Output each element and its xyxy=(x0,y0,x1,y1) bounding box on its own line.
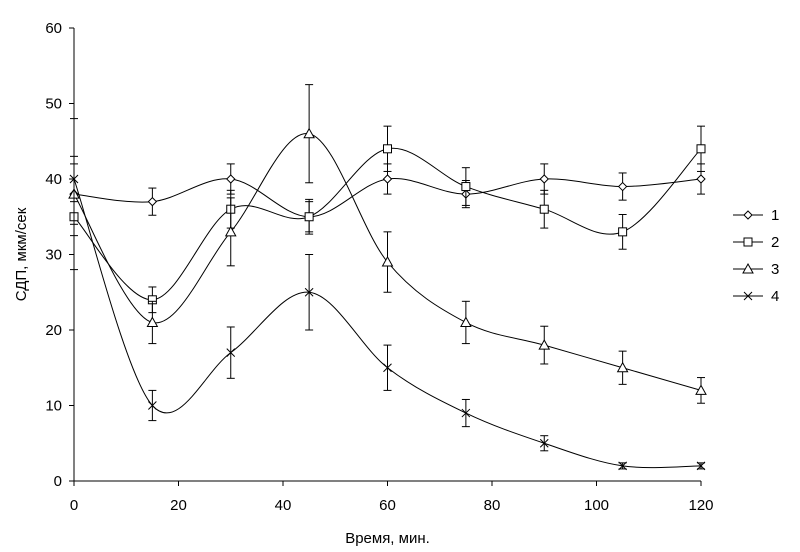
diamond-marker xyxy=(617,181,628,192)
diamond-marker xyxy=(696,174,706,184)
series-1 xyxy=(69,163,706,235)
legend-label: 3 xyxy=(771,261,779,278)
legend-item: 4 xyxy=(733,288,779,305)
legend-label: 4 xyxy=(771,288,779,305)
y-tick-label: 0 xyxy=(54,473,62,490)
triangle-marker xyxy=(381,256,394,267)
x-tick-label: 80 xyxy=(484,497,501,514)
y-tick-label: 50 xyxy=(45,96,62,113)
triangle-marker xyxy=(616,361,629,373)
y-tick-label: 60 xyxy=(45,20,62,37)
x-marker xyxy=(743,291,753,301)
x-tick-label: 120 xyxy=(688,497,713,514)
series-3-line xyxy=(73,133,702,391)
x-tick-label: 20 xyxy=(170,497,187,514)
triangle-marker xyxy=(460,316,472,327)
legend: 1 2 3 4 xyxy=(733,207,779,305)
triangle-marker xyxy=(303,127,315,139)
square-marker xyxy=(461,182,471,192)
square-marker xyxy=(618,227,628,237)
legend-item: 1 xyxy=(733,207,779,224)
triangle-marker xyxy=(224,225,237,237)
diamond-marker xyxy=(743,210,753,220)
square-marker xyxy=(743,237,753,247)
triangle-marker xyxy=(538,339,551,350)
diamond-marker xyxy=(226,174,236,184)
square-marker xyxy=(383,144,392,154)
legend-item: 3 xyxy=(733,261,779,278)
x-tick-label: 0 xyxy=(70,497,78,514)
x-marker xyxy=(618,461,627,471)
diamond-marker xyxy=(539,174,549,184)
square-marker xyxy=(696,144,706,154)
square-marker xyxy=(539,204,549,214)
triangle-marker xyxy=(742,262,754,274)
x-marker xyxy=(69,174,79,184)
x-axis-ticks: 0 20 40 60 80 100 120 xyxy=(70,481,714,514)
y-tick-label: 20 xyxy=(45,322,62,339)
legend-label: 2 xyxy=(771,234,779,251)
x-marker xyxy=(539,438,549,448)
series-4-line xyxy=(73,178,702,469)
x-marker xyxy=(383,363,392,373)
x-tick-label: 60 xyxy=(379,497,396,514)
x-marker xyxy=(148,401,157,410)
y-tick-label: 10 xyxy=(45,398,62,415)
square-marker xyxy=(304,212,314,222)
triangle-marker xyxy=(695,384,707,395)
y-axis-ticks: 0 10 20 30 40 50 60 xyxy=(45,20,74,490)
legend-label: 1 xyxy=(771,207,779,224)
legend-item: 2 xyxy=(733,234,779,251)
x-tick-label: 40 xyxy=(275,497,292,514)
x-marker xyxy=(696,461,706,471)
y-tick-label: 30 xyxy=(45,247,62,264)
diamond-marker xyxy=(382,174,393,184)
series-2-line xyxy=(73,147,702,301)
plot-area xyxy=(68,84,707,471)
y-axis-title: СДП, мкм/сек xyxy=(13,207,30,301)
x-tick-label: 100 xyxy=(584,497,609,514)
x-marker xyxy=(304,287,314,297)
x-axis-title: Время, мин. xyxy=(345,530,430,547)
series-4 xyxy=(69,155,706,471)
x-marker xyxy=(226,348,236,358)
diamond-marker xyxy=(147,196,158,207)
y-tick-label: 40 xyxy=(45,171,62,188)
triangle-marker xyxy=(146,316,159,327)
x-marker xyxy=(461,408,471,418)
